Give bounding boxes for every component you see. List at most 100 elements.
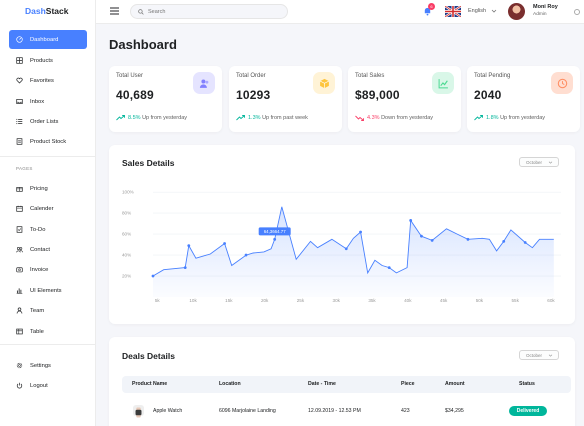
column-header-location: Location [219, 381, 241, 387]
todo-icon [16, 226, 23, 233]
sidebar-item-products[interactable]: Products [9, 51, 87, 70]
x-tick-label: 10k [189, 298, 197, 303]
x-tick-label: 55k [511, 298, 519, 303]
box-icon [313, 72, 335, 94]
sidebar-section-pages: PAGES [16, 166, 33, 171]
language-label: English [468, 8, 487, 14]
contact-icon [16, 247, 23, 253]
stat-label: Total Order [236, 73, 266, 79]
sidebar-item-label: Team [30, 307, 45, 314]
stat-change-text: Up from yesterday [500, 115, 546, 121]
sidebar-item-label: Product Stock [30, 138, 67, 145]
x-tick-label: 60k [547, 298, 555, 303]
sidebar-divider [0, 344, 96, 345]
sidebar: DashStack Dashboard Products Favorites I… [0, 0, 96, 426]
sidebar-item-label: Order Lists [30, 118, 59, 125]
sidebar-item-label: Table [30, 328, 44, 335]
sidebar-item-inbox[interactable]: Inbox [9, 92, 87, 111]
chevron-down-icon [548, 354, 553, 357]
language-selector[interactable]: English [468, 8, 497, 14]
user-name: Moni Roy [533, 4, 558, 10]
column-header-amount: Amount [445, 381, 465, 387]
stat-card-total-pending: Total Pending 2040 1.8% Up from yesterda… [467, 66, 580, 132]
sidebar-item-team[interactable]: Team [9, 301, 87, 320]
sidebar-item-pricing[interactable]: Pricing [9, 179, 87, 198]
cell-piece: 423 [401, 408, 410, 414]
sidebar-item-label: Invoice [30, 266, 49, 273]
uk-flag-icon[interactable] [445, 6, 461, 17]
x-tick-label: 5k [155, 298, 161, 303]
data-point [344, 247, 348, 251]
sidebar-item-ui-elements[interactable]: UI Elements [9, 281, 87, 300]
avatar[interactable] [508, 3, 525, 20]
data-point [223, 242, 226, 245]
sidebar-item-label: Products [30, 57, 53, 64]
sidebar-item-logout[interactable]: Logout [9, 376, 87, 395]
column-header-piece: Piece [401, 381, 415, 387]
data-point [420, 234, 423, 238]
sidebar-item-label: Contact [30, 246, 50, 253]
data-point [244, 253, 248, 257]
sidebar-item-label: Settings [30, 362, 51, 369]
stock-icon [16, 138, 23, 145]
sidebar-item-order-lists[interactable]: Order Lists [9, 112, 87, 131]
x-tick-label: 45k [440, 298, 448, 303]
line-chart-icon [432, 72, 454, 94]
grid-icon [16, 57, 23, 64]
search-bar[interactable] [130, 4, 288, 19]
data-point [523, 241, 527, 244]
data-point [183, 266, 187, 270]
invoice-icon [16, 267, 23, 273]
stat-label: Total Pending [474, 73, 511, 79]
notification-badge: 6 [428, 3, 435, 10]
stat-change: 8.5% [128, 115, 141, 121]
speedometer-icon [16, 36, 23, 43]
search-input[interactable] [148, 8, 278, 15]
power-icon [16, 382, 23, 389]
sidebar-item-product-stock[interactable]: Product Stock [9, 132, 87, 151]
sidebar-item-contact[interactable]: Contact [9, 240, 87, 259]
x-tick-label: 25k [297, 298, 305, 303]
sales-period-select[interactable]: October [519, 157, 559, 167]
data-point [359, 230, 362, 234]
stat-change: 1.3% [248, 115, 261, 121]
sidebar-item-calender[interactable]: Calender [9, 199, 87, 218]
sales-line-chart[interactable]: 20% 40% 60% 80% 100% 5k 10k 15k 20k 25k 30k 35k 40k 4… [109, 145, 575, 324]
x-tick-label: 50k [476, 298, 484, 303]
sidebar-item-invoice[interactable]: Invoice [9, 260, 87, 279]
cell-amount: $34,295 [445, 408, 464, 414]
stat-card-total-user: Total User 40,689 8.5% Up from yesterday [109, 66, 222, 132]
page-title: Dashboard [109, 37, 177, 52]
chevron-down-icon [548, 161, 553, 164]
cell-product: Apple Watch [153, 408, 183, 414]
apple-watch-image [133, 405, 144, 418]
list-icon [16, 118, 23, 125]
data-point [273, 237, 277, 241]
sidebar-item-table[interactable]: Table [9, 322, 87, 341]
stat-label: Total Sales [355, 73, 385, 79]
y-tick-label: 40% [122, 253, 131, 258]
stat-trend: 1.8% Up from yesterday [474, 115, 545, 121]
sidebar-item-settings[interactable]: Settings [9, 356, 87, 375]
menu-icon[interactable] [110, 7, 119, 15]
data-point [151, 274, 155, 278]
sidebar-item-favorites[interactable]: Favorites [9, 71, 87, 90]
data-point [502, 240, 506, 243]
sidebar-item-label: Calender [30, 205, 54, 212]
sidebar-item-label: Favorites [30, 77, 54, 84]
sales-period-label: October [526, 159, 543, 165]
app-logo[interactable]: DashStack [25, 6, 69, 16]
status-badge: Delivered [509, 406, 547, 416]
y-tick-label: 80% [122, 211, 131, 216]
sidebar-item-label: Dashboard [30, 36, 59, 43]
stat-value: 40,689 [116, 88, 154, 102]
deals-period-select[interactable]: October [519, 350, 559, 360]
column-header-product: Product Name [132, 381, 168, 387]
profile-menu-icon[interactable] [574, 9, 580, 15]
stat-value: 2040 [474, 88, 502, 102]
stat-change: 1.8% [486, 115, 499, 121]
sidebar-item-to-do[interactable]: To-Do [9, 220, 87, 239]
cell-location: 6096 Marjolaine Landing [219, 408, 276, 414]
data-point [466, 237, 470, 241]
sidebar-item-dashboard[interactable]: Dashboard [9, 30, 87, 49]
